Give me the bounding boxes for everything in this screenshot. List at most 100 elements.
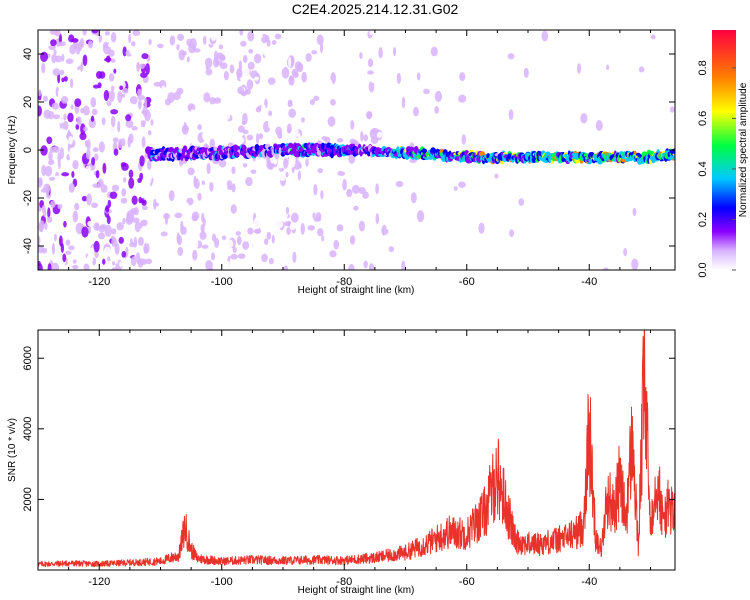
spectrogram-noise-blob <box>425 37 430 47</box>
spectrogram-noise-blob <box>110 109 119 115</box>
spectrogram-noise-blob <box>64 180 69 185</box>
spectrogram-noise-blob <box>138 63 145 70</box>
spectrogram-noise-blob <box>350 119 355 130</box>
spectrogram-noise-blob <box>253 229 262 234</box>
spectrogram-noise-blob <box>61 232 69 237</box>
spectrogram-noise-blob <box>69 44 77 55</box>
spectrogram-noise-blob <box>186 56 190 63</box>
spectrogram-noise-blob <box>263 47 270 58</box>
spectrogram-noise-blob <box>239 192 244 201</box>
spectrogram-noise-blob <box>409 158 418 164</box>
spectrogram-noise-blob <box>131 125 138 131</box>
spectrogram-noise-blob <box>145 63 150 75</box>
spectrogram-noise-blob <box>108 73 115 82</box>
spectrogram-noise-blob <box>197 124 202 131</box>
spectrogram-noise-blob <box>111 228 117 235</box>
spectrogram-noise-blob <box>288 75 295 86</box>
spectrogram-noise-blob <box>139 155 145 167</box>
spectrogram-noise-blob <box>209 97 216 105</box>
spectrogram-noise-blob <box>275 169 280 181</box>
spectrogram-noise-blob <box>255 186 264 197</box>
spectrogram-blobs <box>38 30 675 270</box>
spectrogram-noise-blob <box>61 54 65 62</box>
spectrogram-noise-blob <box>38 89 42 97</box>
spectrogram-noise-blob <box>50 200 56 208</box>
spectrogram-noise-blob <box>194 94 203 106</box>
spectrogram-noise-blob <box>95 170 100 179</box>
spectrogram-noise-blob <box>253 217 261 230</box>
spectrogram-noise-blob <box>523 67 529 78</box>
spectrogram-noise-blob <box>192 249 198 261</box>
spectrogram-noise-blob <box>111 267 118 270</box>
spectrogram-noise-blob <box>406 40 410 48</box>
spectrogram-noise-blob <box>39 117 43 130</box>
spectrogram-noise-blob <box>269 188 273 198</box>
spectrogram-noise-blob <box>313 184 318 196</box>
spectrogram-noise-blob <box>157 43 164 49</box>
spectrogram-noise-blob <box>46 136 53 145</box>
spectrogram-noise-blob <box>207 267 214 270</box>
spectrogram-noise-blob <box>213 57 220 68</box>
spectrogram-noise-blob <box>508 109 514 121</box>
spectrogram-noise-blob <box>142 105 148 117</box>
spectrogram-x-tick-label: -80 <box>336 276 352 288</box>
spectrogram-noise-blob <box>338 209 344 219</box>
spectrogram-noise-blob <box>252 243 260 256</box>
spectrogram-noise-blob <box>369 30 374 36</box>
spectrogram-noise-blob <box>201 180 205 186</box>
spectrogram-noise-blob <box>237 86 245 95</box>
spectrogram-noise-blob <box>197 192 202 201</box>
spectrogram-noise-blob <box>109 191 118 200</box>
spectrogram-noise-blob <box>366 70 374 75</box>
spectrogram-noise-blob <box>102 172 110 184</box>
spectrogram-noise-blob <box>40 145 48 156</box>
spectrogram-noise-blob <box>300 157 305 167</box>
snr-x-ticks: -120 -100 -80 -60 -40 <box>37 330 651 588</box>
spectrogram-noise-blob <box>92 257 97 266</box>
spectrogram-noise-blob <box>188 119 197 126</box>
spectrogram-noise-blob <box>105 55 111 63</box>
spectrogram-noise-blob <box>669 106 675 113</box>
spectrogram-noise-blob <box>235 231 242 236</box>
spectrogram-noise-blob <box>50 39 57 47</box>
spectrogram-noise-blob <box>164 213 169 225</box>
snr-x-tick-label: -120 <box>88 576 110 588</box>
spectrogram-noise-blob <box>292 251 297 263</box>
spectrogram-noise-blob <box>91 30 99 34</box>
spectrogram-noise-blob <box>319 42 324 54</box>
spectrogram-noise-blob <box>366 202 372 210</box>
spectrogram-noise-blob <box>99 224 107 230</box>
spectrogram-noise-blob <box>182 201 189 209</box>
spectrogram-noise-blob <box>146 172 152 184</box>
spectrogram-noise-blob <box>242 112 248 125</box>
spectrogram-noise-blob <box>82 54 88 67</box>
spectrogram-noise-blob <box>242 54 248 63</box>
spectrogram-noise-blob <box>368 263 375 270</box>
spectrogram-noise-blob <box>254 76 259 81</box>
spectrogram-noise-blob <box>47 263 52 270</box>
spectrogram-noise-blob <box>211 233 217 242</box>
spectrogram-noise-blob <box>209 181 214 192</box>
spectrogram-noise-blob <box>295 262 302 270</box>
spectrogram-noise-blob <box>48 176 56 181</box>
spectrogram-noise-blob <box>297 170 301 181</box>
spectrogram-noise-blob <box>226 102 232 108</box>
spectrogram-noise-blob <box>38 220 45 231</box>
spectrogram-y-axis-label: Frequency (Hz) <box>7 116 18 185</box>
spectrogram-noise-blob <box>358 186 366 194</box>
spectrogram-noise-blob <box>63 76 68 82</box>
spectrogram-noise-blob <box>154 202 159 207</box>
spectrogram-noise-blob <box>268 110 273 117</box>
spectrogram-noise-blob <box>395 180 404 188</box>
colorbar-tick-label: 0.6 <box>697 111 709 126</box>
colorbar: 0.0 0.2 0.4 0.6 0.8 Normalized spectral ampl… <box>697 30 749 278</box>
spectrogram-noise-blob <box>434 106 440 114</box>
spectrogram-noise-blob <box>230 253 238 260</box>
spectrogram-noise-blob <box>86 193 92 206</box>
spectrogram-noise-blob <box>642 126 651 133</box>
spectrogram-noise-blob <box>193 48 201 53</box>
spectrogram-noise-blob <box>458 217 466 225</box>
spectrogram-noise-blob <box>38 105 42 117</box>
spectrogram-x-tick-label: -60 <box>459 276 475 288</box>
spectrogram-noise-blob <box>179 158 184 167</box>
